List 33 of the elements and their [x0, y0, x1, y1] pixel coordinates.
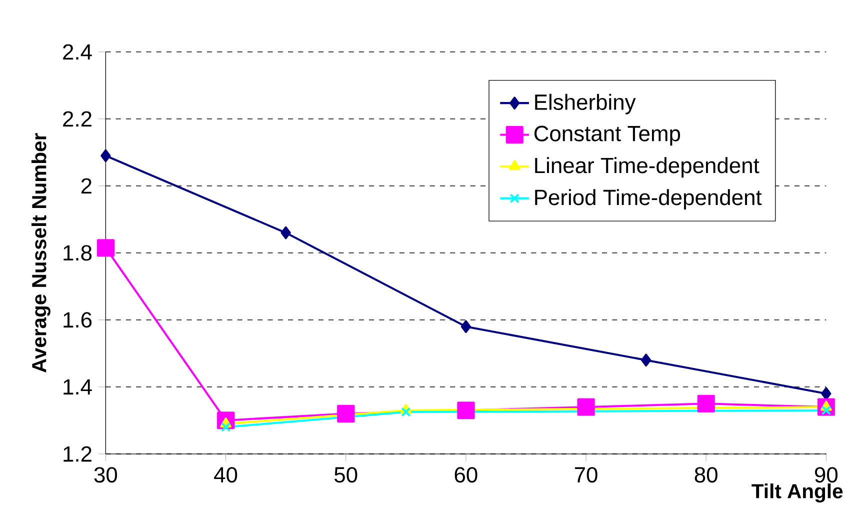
point — [100, 149, 111, 162]
y-tick-label: 2.4 — [63, 44, 92, 60]
point — [577, 398, 595, 416]
x-axis-title: Tilt Angle — [752, 484, 843, 503]
point — [640, 354, 652, 367]
point — [401, 407, 411, 417]
legend-label: Constant Temp — [534, 126, 680, 146]
y-tick-label: 1.6 — [64, 312, 92, 328]
point — [821, 406, 832, 416]
legend-label: Period Time-dependent — [535, 189, 762, 210]
x-tick-label: 80 — [694, 467, 718, 483]
y-tick-label: 1.8 — [64, 245, 92, 261]
point — [697, 394, 715, 413]
point — [220, 422, 231, 432]
point — [460, 320, 471, 334]
y-tick-label: 2 — [81, 178, 92, 194]
point — [96, 239, 114, 257]
x-tick-label: 90 — [815, 467, 838, 483]
x-tick-label: 30 — [94, 467, 118, 483]
legend-label: Linear Time-dependent — [535, 157, 760, 178]
point — [337, 404, 355, 423]
point — [457, 402, 475, 420]
x-tick-label: 60 — [454, 467, 478, 483]
x-tick-label: 50 — [334, 467, 358, 483]
y-tick-label: 1.2 — [64, 446, 92, 462]
legend-label: Elsherbiny — [535, 94, 636, 114]
point — [821, 387, 832, 400]
y-tick-label: 1.4 — [64, 379, 92, 395]
y-tick-label: 2.2 — [63, 111, 92, 127]
point — [280, 226, 291, 240]
x-tick-label: 40 — [214, 467, 238, 483]
x-tick-label: 70 — [574, 467, 598, 483]
y-axis-title: Average Nusselt Number — [31, 133, 50, 373]
